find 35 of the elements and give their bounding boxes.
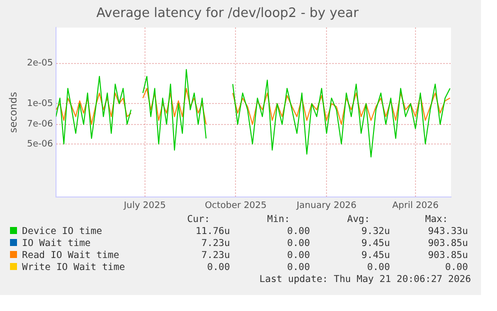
text: Min: [266,214,291,226]
legend-label: IO Wait time [21,238,92,250]
text: Last update: Thu May 21 20:06:27 2026 [258,274,471,286]
text: 0.00 [286,226,310,238]
text: 0.00 [206,262,230,274]
text: 9.45u [360,250,390,262]
x-tick-label: July 2025 [122,200,166,211]
text: 0.00 [366,262,390,274]
text: 0.00 [286,238,310,250]
y-axis-title: seconds [8,92,20,133]
y-tick-label: 2e-05 [26,58,53,69]
text: Avg: [346,214,371,226]
chart-title: Average latency for /dev/loop2 - by year [96,6,360,22]
x-tick-label: October 2025 [204,200,267,211]
text: 903.85u [426,250,468,262]
text: 943.33u [426,226,468,238]
text: 903.85u [426,238,468,250]
text: 0.00 [286,262,310,274]
legend-label: Device IO time [21,226,104,238]
text: Cur: [186,214,211,226]
text: 11.76u [194,226,230,238]
text: 9.45u [360,238,390,250]
text: 0.00 [286,250,310,262]
legend-label: Read IO Wait time [21,250,120,262]
x-tick-label: January 2026 [296,200,357,211]
text: 0.00 [444,262,468,274]
x-tick-label: April 2026 [392,200,439,211]
text: 7.23u [200,250,230,262]
y-tick-label: 1e-05 [26,98,53,109]
y-tick-label: 5e-06 [26,139,54,150]
text: Max: [424,214,449,226]
text: 9.32u [360,226,390,238]
y-tick-label: 7e-06 [26,120,54,130]
text: 7.23u [200,238,230,250]
legend-label: Write IO Wait time [21,262,126,274]
